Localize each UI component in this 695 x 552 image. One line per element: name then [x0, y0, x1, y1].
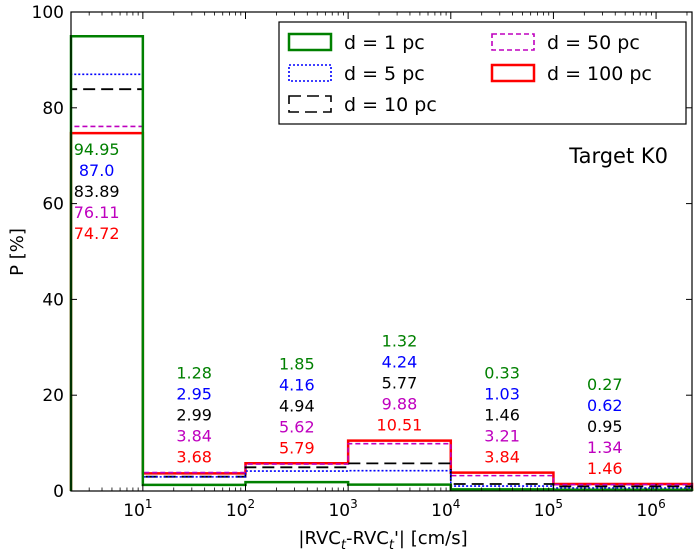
x-tick-label-exponent: 5: [555, 497, 563, 511]
value-labels: 94.95 87.0 83.89 76.11 74.72 1.28 2.95 2.99 3.84…: [74, 140, 623, 478]
value-label: 1.85: [279, 354, 315, 373]
legend-swatch: [288, 95, 332, 113]
value-label: 10.51: [377, 416, 423, 435]
x-tick-label-base: 10: [431, 501, 453, 521]
value-label: 1.46: [587, 459, 623, 478]
x-tick-label-exponent: 3: [350, 497, 358, 511]
value-label: 2.95: [176, 385, 212, 404]
legend-swatch: [490, 63, 536, 83]
value-label: 2.99: [176, 406, 212, 425]
value-label: 87.0: [79, 161, 115, 180]
x-tick-label: 102: [226, 497, 255, 521]
legend-swatch: [287, 32, 333, 52]
value-label: 3.68: [176, 448, 212, 467]
value-label: 4.24: [382, 353, 418, 372]
value-label: 1.46: [484, 406, 520, 425]
x-tick-label-exponent: 2: [247, 497, 255, 511]
legend: d = 1 pc d = 5 pc d = 10 pc d = 50 pc d = 10…: [278, 21, 687, 125]
x-tick-label-base: 10: [534, 501, 556, 521]
x-axis-label-sub1: t: [341, 538, 347, 552]
legend-swatch: [288, 64, 332, 82]
legend-label: d = 100 pc: [547, 63, 652, 85]
value-label: 0.33: [484, 364, 520, 383]
x-tick-label-exponent: 1: [145, 497, 153, 511]
x-tick-label-base: 10: [226, 501, 248, 521]
value-label: 4.16: [279, 375, 315, 394]
legend-label: d = 50 pc: [547, 32, 640, 54]
value-label: 76.11: [74, 203, 120, 222]
x-axis-label-part2: -RVC: [346, 528, 389, 549]
value-label: 94.95: [74, 140, 120, 159]
value-label: 9.88: [382, 395, 418, 414]
axes-frame: [70, 11, 693, 492]
value-label: 0.95: [587, 417, 623, 436]
value-label: 3.84: [176, 427, 212, 446]
value-label: 3.84: [484, 448, 520, 467]
target-annotation: Target K0: [568, 144, 668, 168]
x-tick-label: 106: [636, 497, 665, 521]
x-tick-label-base: 10: [328, 501, 350, 521]
value-label: 0.27: [587, 375, 623, 394]
y-tick-label: 0: [53, 482, 64, 502]
x-axis-label-part3: '| [cm/s]: [394, 528, 468, 549]
x-tick-label-base: 10: [123, 501, 145, 521]
value-label: 4.94: [279, 396, 315, 415]
y-axis-label: P [%]: [7, 228, 28, 276]
x-axis-label-part1: |RVC: [298, 528, 340, 549]
value-label: 1.32: [382, 332, 418, 351]
y-tick-label: 100: [32, 3, 64, 23]
legend-label: d = 1 pc: [344, 32, 425, 54]
x-tick-label: 101: [123, 497, 152, 521]
legend-label: d = 5 pc: [344, 63, 425, 85]
x-tick-label: 105: [534, 497, 563, 521]
x-tick-label-base: 10: [636, 501, 658, 521]
value-label: 3.21: [484, 427, 520, 446]
value-label: 74.72: [74, 224, 120, 243]
legend-label: d = 10 pc: [344, 94, 437, 116]
x-axis-label-sub2: t: [389, 538, 395, 552]
value-label: 5.79: [279, 438, 315, 457]
x-axis-label: |RVCt-RVCt'| [cm/s]: [298, 528, 467, 552]
value-label: 83.89: [74, 182, 120, 201]
y-tick-label: 80: [42, 99, 64, 119]
value-label: 5.77: [382, 374, 418, 393]
legend-box: [278, 21, 687, 125]
x-tick-label-exponent: 6: [658, 497, 666, 511]
value-label: 1.34: [587, 438, 623, 457]
y-tick-label: 20: [42, 386, 64, 406]
value-label: 1.03: [484, 385, 520, 404]
x-tick-label: 103: [328, 497, 357, 521]
legend-swatch: [491, 33, 535, 51]
x-tick-label: 104: [431, 497, 460, 521]
value-label: 5.62: [279, 417, 315, 436]
x-tick-label-exponent: 4: [453, 497, 461, 511]
value-label: 0.62: [587, 396, 623, 415]
y-tick-label: 40: [42, 290, 64, 310]
y-tick-label: 60: [42, 195, 64, 215]
value-label: 1.28: [176, 364, 212, 383]
